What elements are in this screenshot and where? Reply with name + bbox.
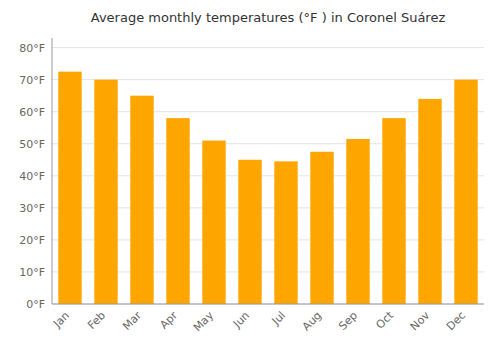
bar bbox=[310, 152, 333, 304]
bar bbox=[382, 118, 405, 304]
bar bbox=[130, 96, 153, 304]
y-tick-label: 50°F bbox=[19, 138, 45, 151]
bar bbox=[346, 139, 369, 304]
x-tick-label: Sep bbox=[336, 309, 360, 333]
x-tick-label: May bbox=[191, 309, 217, 335]
chart-title: Average monthly temperatures (°F ) in Co… bbox=[91, 10, 446, 25]
x-tick-label: Dec bbox=[444, 309, 468, 333]
x-tick-label: Jul bbox=[269, 309, 288, 328]
bar bbox=[274, 161, 297, 304]
y-tick-label: 80°F bbox=[19, 42, 45, 55]
bar bbox=[58, 72, 81, 304]
x-tick-label: Jun bbox=[230, 309, 252, 331]
y-tick-label: 0°F bbox=[26, 298, 45, 311]
grid-line bbox=[52, 47, 484, 48]
y-tick-label: 70°F bbox=[19, 74, 45, 87]
bar bbox=[202, 141, 225, 304]
x-tick-label: Oct bbox=[373, 308, 396, 331]
y-tick-label: 40°F bbox=[19, 170, 45, 183]
x-tick-label: Feb bbox=[85, 309, 108, 332]
bar bbox=[454, 80, 477, 304]
x-tick-label: Aug bbox=[300, 309, 324, 333]
grid-line bbox=[52, 304, 484, 305]
chart-container: Average monthly temperatures (°F ) in Co… bbox=[0, 0, 500, 350]
x-tick-label: Nov bbox=[408, 309, 433, 334]
y-tick-label: 60°F bbox=[19, 106, 45, 119]
y-tick-label: 30°F bbox=[19, 202, 45, 215]
x-axis-line bbox=[52, 304, 484, 305]
grid bbox=[52, 48, 484, 304]
x-tick-label: Jan bbox=[50, 309, 72, 331]
bar bbox=[94, 80, 117, 304]
y-tick-label: 10°F bbox=[19, 266, 45, 279]
bar bbox=[418, 99, 441, 304]
bars bbox=[58, 72, 477, 304]
x-tick-label: Mar bbox=[120, 309, 144, 333]
bar bbox=[238, 160, 261, 304]
x-tick-label: Apr bbox=[157, 309, 180, 332]
chart-svg: Average monthly temperatures (°F ) in Co… bbox=[0, 0, 500, 350]
y-axis-line bbox=[52, 38, 53, 304]
bar bbox=[166, 118, 189, 304]
y-tick-label: 20°F bbox=[19, 234, 45, 247]
